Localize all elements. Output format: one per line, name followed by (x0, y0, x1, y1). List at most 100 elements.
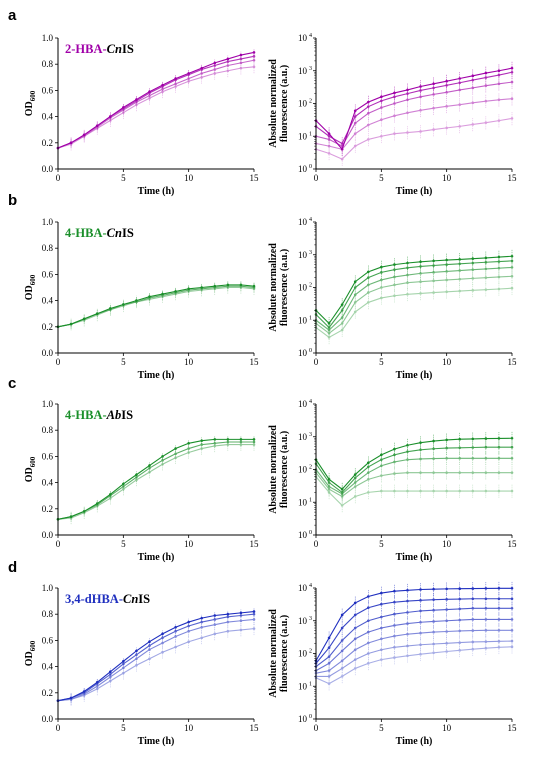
fl-data-point (445, 105, 448, 108)
fl-data-point (380, 118, 383, 122)
fl-data-point (432, 279, 435, 283)
fl-right-ytick-base: 10 (298, 583, 308, 593)
panel-letter: b (8, 192, 17, 209)
fl-series-line (315, 260, 513, 329)
od-x-axis-label: Time (h) (138, 186, 175, 197)
od-data-point (95, 124, 99, 128)
fl-data-point (497, 640, 501, 643)
od-data-point (187, 72, 190, 75)
fl-data-point (380, 286, 383, 289)
od-left-ytick-label: 0.8 (42, 59, 54, 69)
fl-data-point (419, 643, 422, 647)
od-data-point (252, 51, 256, 54)
fl-data-point (510, 254, 514, 258)
chart-title-part: 4-HBA- (65, 408, 107, 422)
od-left-ytick-label: 0.4 (42, 112, 54, 122)
fl-y-axis-label: Absolute normalized (268, 243, 279, 332)
fl-data-point (393, 447, 396, 451)
fl-data-point (510, 597, 514, 601)
od-left-ytick-label: 1.0 (42, 33, 54, 43)
fl-data-point (497, 629, 501, 632)
od-left-ytick-label: 0.0 (42, 348, 54, 358)
fl-data-point (419, 652, 422, 656)
fl-series-line (315, 287, 513, 339)
od-data-point (213, 623, 217, 626)
fl-right-ytick-exp: 0 (309, 714, 312, 720)
od-chart: 0 5 10 15 0.0 0.2 0.4 0.6 0.8 1.0 Time (h) OD600 2-H… (24, 33, 259, 197)
od-data-point (161, 292, 164, 296)
fl-data-point (366, 662, 370, 665)
od-data-point (239, 57, 243, 61)
od-data-point (226, 612, 230, 616)
fl-right-ytick-exp: 1 (309, 681, 312, 687)
od-left-xtick-label: 5 (121, 539, 126, 549)
od-data-point (95, 681, 99, 684)
od-data-point (135, 473, 138, 477)
fl-data-point (497, 255, 501, 259)
od-left-ytick-label: 1.0 (42, 399, 54, 409)
fl-data-point (366, 270, 370, 274)
od-x-axis-label: Time (h) (138, 370, 175, 381)
fl-data-point (445, 446, 448, 450)
od-data-point (213, 72, 217, 75)
chart-title: 3,4-dHBA-CnIS (65, 592, 150, 606)
fl-right-ytick-base: 10 (298, 714, 308, 724)
od-y-axis-label-main: OD (24, 101, 35, 116)
fl-data-point (353, 658, 357, 661)
fl-data-point (432, 106, 435, 110)
fl-right-ytick-label: 10 (298, 497, 308, 507)
od-data-point (161, 459, 164, 462)
fl-data-point (458, 258, 462, 261)
fl-data-point (471, 587, 475, 590)
od-data-point (108, 670, 112, 674)
od-data-point (122, 106, 125, 109)
fl-series-line (316, 640, 513, 677)
od-data-point (213, 614, 217, 617)
od-series-line (57, 59, 255, 149)
fl-data-point (406, 281, 409, 285)
od-data-point (174, 452, 177, 456)
fl-data-point (510, 66, 514, 70)
fl-series-line (315, 98, 513, 150)
panel-letter: c (8, 375, 16, 392)
fl-data-point (406, 261, 409, 265)
fl-data-point (484, 606, 488, 610)
od-series-line (57, 611, 255, 702)
fl-right-xtick-label: 15 (508, 357, 518, 367)
fl-series (314, 61, 514, 157)
od-data-point (213, 61, 217, 65)
od-left-ytick-label: 0.4 (42, 296, 54, 306)
od-left-ytick-label: 0.4 (42, 478, 54, 488)
fl-right-ytick-base: 10 (298, 399, 308, 409)
fl-right-ytick-exp: 4 (309, 583, 312, 589)
od-series (56, 609, 256, 706)
od-y-axis-label-main: OD (24, 651, 35, 666)
od-data-point (226, 620, 230, 624)
od-data-point (226, 438, 230, 441)
fl-data-point (366, 100, 370, 104)
fl-right-ytick-label: 10 (298, 217, 308, 227)
fl-data-point (380, 615, 383, 619)
od-data-point (252, 438, 256, 441)
fl-data-point (510, 618, 514, 621)
fl-data-point (393, 489, 396, 493)
fl-right-ytick-label: 10 (298, 66, 308, 76)
fl-data-point (393, 132, 396, 135)
fl-data-point (484, 456, 488, 460)
od-series-line (57, 284, 255, 328)
fl-right-ytick-exp: 0 (309, 164, 312, 170)
od-left-ytick-label: 0.2 (42, 322, 53, 332)
fl-x-axis-label: Time (h) (396, 186, 433, 197)
fl-series (314, 269, 514, 341)
fl-data-point (445, 79, 448, 83)
fl-right-ytick-base: 10 (298, 530, 308, 540)
fl-data-point (510, 286, 514, 290)
fl-data-point (497, 287, 501, 291)
fl-series (314, 581, 514, 668)
chart-title-part: Cn (107, 42, 122, 56)
od-data-point (187, 629, 190, 633)
fl-data-point (458, 446, 462, 450)
fl-x-axis-label: Time (h) (396, 552, 433, 563)
fl-data-point (406, 443, 409, 447)
fl-data-point (432, 447, 435, 451)
